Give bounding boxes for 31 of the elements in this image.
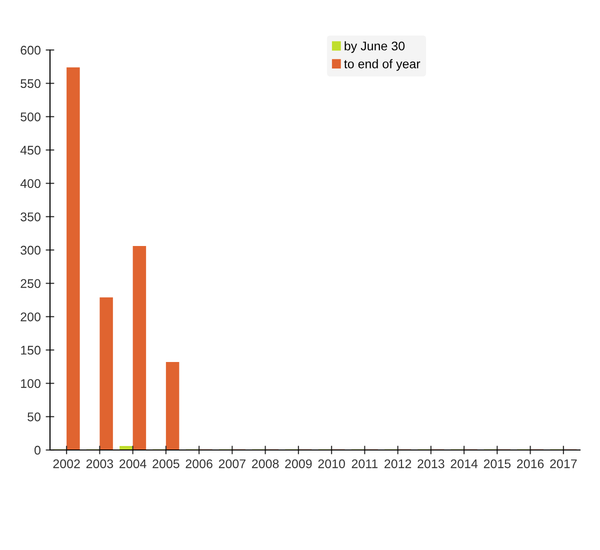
x-tick-label: 2003: [86, 459, 114, 468]
x-tick-label: 2008: [252, 459, 279, 468]
x-tick-label: 2012: [384, 459, 412, 468]
y-tick-label: 100: [21, 379, 40, 388]
y-tick-label: 400: [20, 179, 40, 188]
y-tick-label: 300: [20, 246, 40, 255]
y-tick-label: 200: [20, 312, 40, 322]
y-tick-label: 50: [28, 412, 40, 422]
x-tick-label: 2013: [418, 459, 444, 468]
y-tick-label: 550: [20, 79, 40, 88]
x-tick-label: 2004: [120, 459, 146, 468]
y-tick-label: 600: [20, 46, 40, 55]
x-tick-label: 2014: [450, 459, 478, 468]
x-tick-label: 2011: [352, 459, 378, 468]
y-tick-label: 450: [20, 146, 40, 155]
x-tick-label: 2006: [186, 459, 212, 468]
x-tick-label: 2007: [218, 459, 246, 468]
legend-label: by June 30: [344, 41, 405, 53]
y-tick-label: 500: [20, 112, 40, 122]
y-tick-label: 350: [20, 212, 40, 222]
y-tick-label: 250: [20, 279, 40, 288]
x-tick-label: 2002: [53, 459, 80, 468]
y-tick-label: 0: [34, 446, 40, 455]
y-tick-label: 150: [21, 346, 40, 355]
x-tick-label: 2010: [318, 459, 345, 468]
x-tick-label: 2017: [550, 459, 577, 468]
x-tick-label: 2005: [152, 459, 180, 468]
x-tick-label: 2015: [484, 459, 511, 468]
legend-label: to end of year: [344, 59, 420, 71]
x-tick-label: 2009: [285, 459, 312, 468]
x-tick-label: 2016: [517, 459, 544, 468]
